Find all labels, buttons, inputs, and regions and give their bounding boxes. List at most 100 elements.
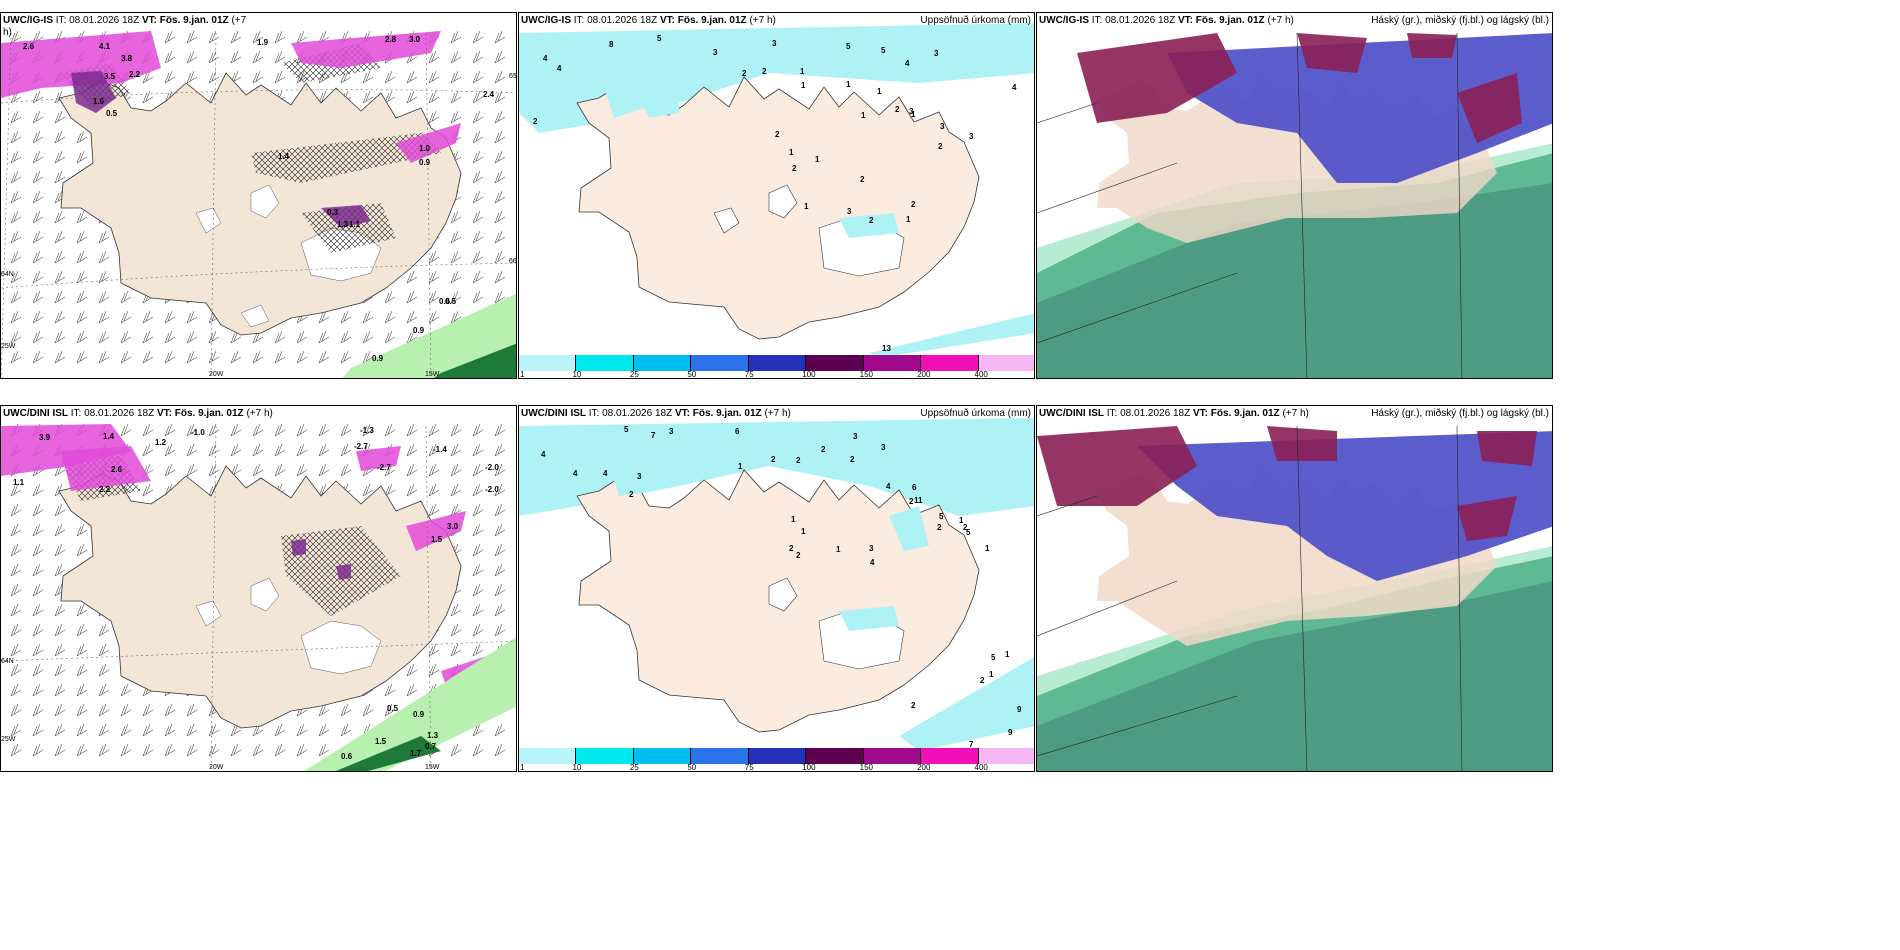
value-label: 2 xyxy=(792,164,797,173)
wind-barb xyxy=(450,210,462,224)
wind-barb xyxy=(450,230,462,244)
wind-barb xyxy=(472,130,484,144)
wind-barb xyxy=(494,270,506,284)
wind-barb xyxy=(208,423,220,437)
value-label: 1.3 xyxy=(337,220,349,229)
wind-barb xyxy=(296,330,308,344)
value-label: 4 xyxy=(1012,83,1017,92)
wind-barb xyxy=(274,30,286,44)
value-label: -1.3 xyxy=(360,426,374,435)
legend-swatch: 150 xyxy=(860,748,922,771)
wind-barb xyxy=(76,150,88,164)
value-label: 0.5 xyxy=(445,297,457,306)
wind-barb xyxy=(208,350,220,364)
wind-barb xyxy=(428,70,440,84)
wind-barb xyxy=(384,683,396,697)
wind-barb xyxy=(54,563,66,577)
value-label: 2 xyxy=(742,69,747,78)
wind-barb xyxy=(54,543,66,557)
value-label: 0.9 xyxy=(419,158,431,167)
map-canvas xyxy=(519,418,1034,751)
wind-barb xyxy=(10,503,22,517)
wind-barb xyxy=(340,330,352,344)
wind-barb xyxy=(362,70,374,84)
value-label: 3 xyxy=(881,443,886,452)
wind-barb xyxy=(494,463,506,477)
wind-barb xyxy=(54,703,66,717)
value-label: 2.6 xyxy=(111,465,123,474)
wind-barb xyxy=(32,703,44,717)
wind-barb xyxy=(98,723,110,737)
value-label: 2 xyxy=(911,200,916,209)
wind-barb xyxy=(494,543,506,557)
value-label: 7 xyxy=(969,740,974,749)
wind-barb xyxy=(494,30,506,44)
wind-barb xyxy=(450,250,462,264)
wind-barb xyxy=(76,683,88,697)
value-label: 3.0 xyxy=(447,522,459,531)
wind-barb xyxy=(54,110,66,124)
wind-barb xyxy=(362,483,374,497)
wind-barb xyxy=(186,723,198,737)
wind-barb xyxy=(494,230,506,244)
wind-barb xyxy=(472,270,484,284)
wind-barb xyxy=(54,150,66,164)
wind-barb xyxy=(472,483,484,497)
wind-barb xyxy=(362,423,374,437)
graticule-label: 64N xyxy=(1,271,14,278)
value-label: 2 xyxy=(533,117,538,126)
wind-barb xyxy=(384,70,396,84)
panel-bottom-left-wind-precip: UWC/DINI ISL IT: 08.01.2026 18Z VT: Fös.… xyxy=(0,405,517,772)
panel-header: UWC/DINI ISL IT: 08.01.2026 18Z VT: Fös.… xyxy=(3,408,273,419)
wind-barb xyxy=(274,743,286,757)
wind-barb xyxy=(362,90,374,104)
value-label: 1.0 xyxy=(419,144,431,153)
value-label: 1 xyxy=(800,67,805,76)
map-canvas xyxy=(1037,13,1552,378)
panel-right-title: Uppsöfnuð úrkoma (mm) xyxy=(920,15,1031,26)
wind-barb xyxy=(406,463,418,477)
wind-barb xyxy=(54,270,66,284)
wind-barb xyxy=(32,483,44,497)
wind-barb xyxy=(10,150,22,164)
wind-barb xyxy=(230,743,242,757)
wind-barb xyxy=(98,643,110,657)
wind-barb xyxy=(318,423,330,437)
wind-barb xyxy=(54,130,66,144)
wind-barb xyxy=(472,563,484,577)
value-label: 2 xyxy=(850,455,855,464)
value-label: 5 xyxy=(939,512,944,521)
value-label: 7 xyxy=(651,431,656,440)
wind-barb xyxy=(76,623,88,637)
wind-barb xyxy=(472,250,484,264)
wind-barb xyxy=(10,583,22,597)
wind-barb xyxy=(494,70,506,84)
legend-tick-label: 400 xyxy=(974,370,988,379)
wind-barb xyxy=(54,230,66,244)
wind-barb xyxy=(76,230,88,244)
graticule-label: 25W xyxy=(1,343,16,350)
wind-barb xyxy=(472,523,484,537)
wind-barb xyxy=(494,443,506,457)
value-label: 2 xyxy=(963,523,968,532)
wind-barb xyxy=(494,483,506,497)
wind-barb xyxy=(32,503,44,517)
wind-barb xyxy=(384,330,396,344)
wind-barb xyxy=(32,523,44,537)
wind-barb xyxy=(296,443,308,457)
wind-barb xyxy=(32,563,44,577)
wind-barb xyxy=(10,330,22,344)
value-label: 3 xyxy=(940,122,945,131)
value-label: 4 xyxy=(573,469,578,478)
wind-barb xyxy=(120,723,132,737)
wind-barb xyxy=(10,210,22,224)
value-label: 1 xyxy=(985,544,990,553)
wind-barb xyxy=(10,310,22,324)
wind-barb xyxy=(494,503,506,517)
precip-pink-nw xyxy=(1,31,161,98)
value-label: 1.5 xyxy=(431,535,443,544)
legend-swatch: 25 xyxy=(630,355,692,378)
value-label: 0.9 xyxy=(413,710,425,719)
glacier-langjokull xyxy=(250,184,280,219)
wind-barb xyxy=(54,663,66,677)
